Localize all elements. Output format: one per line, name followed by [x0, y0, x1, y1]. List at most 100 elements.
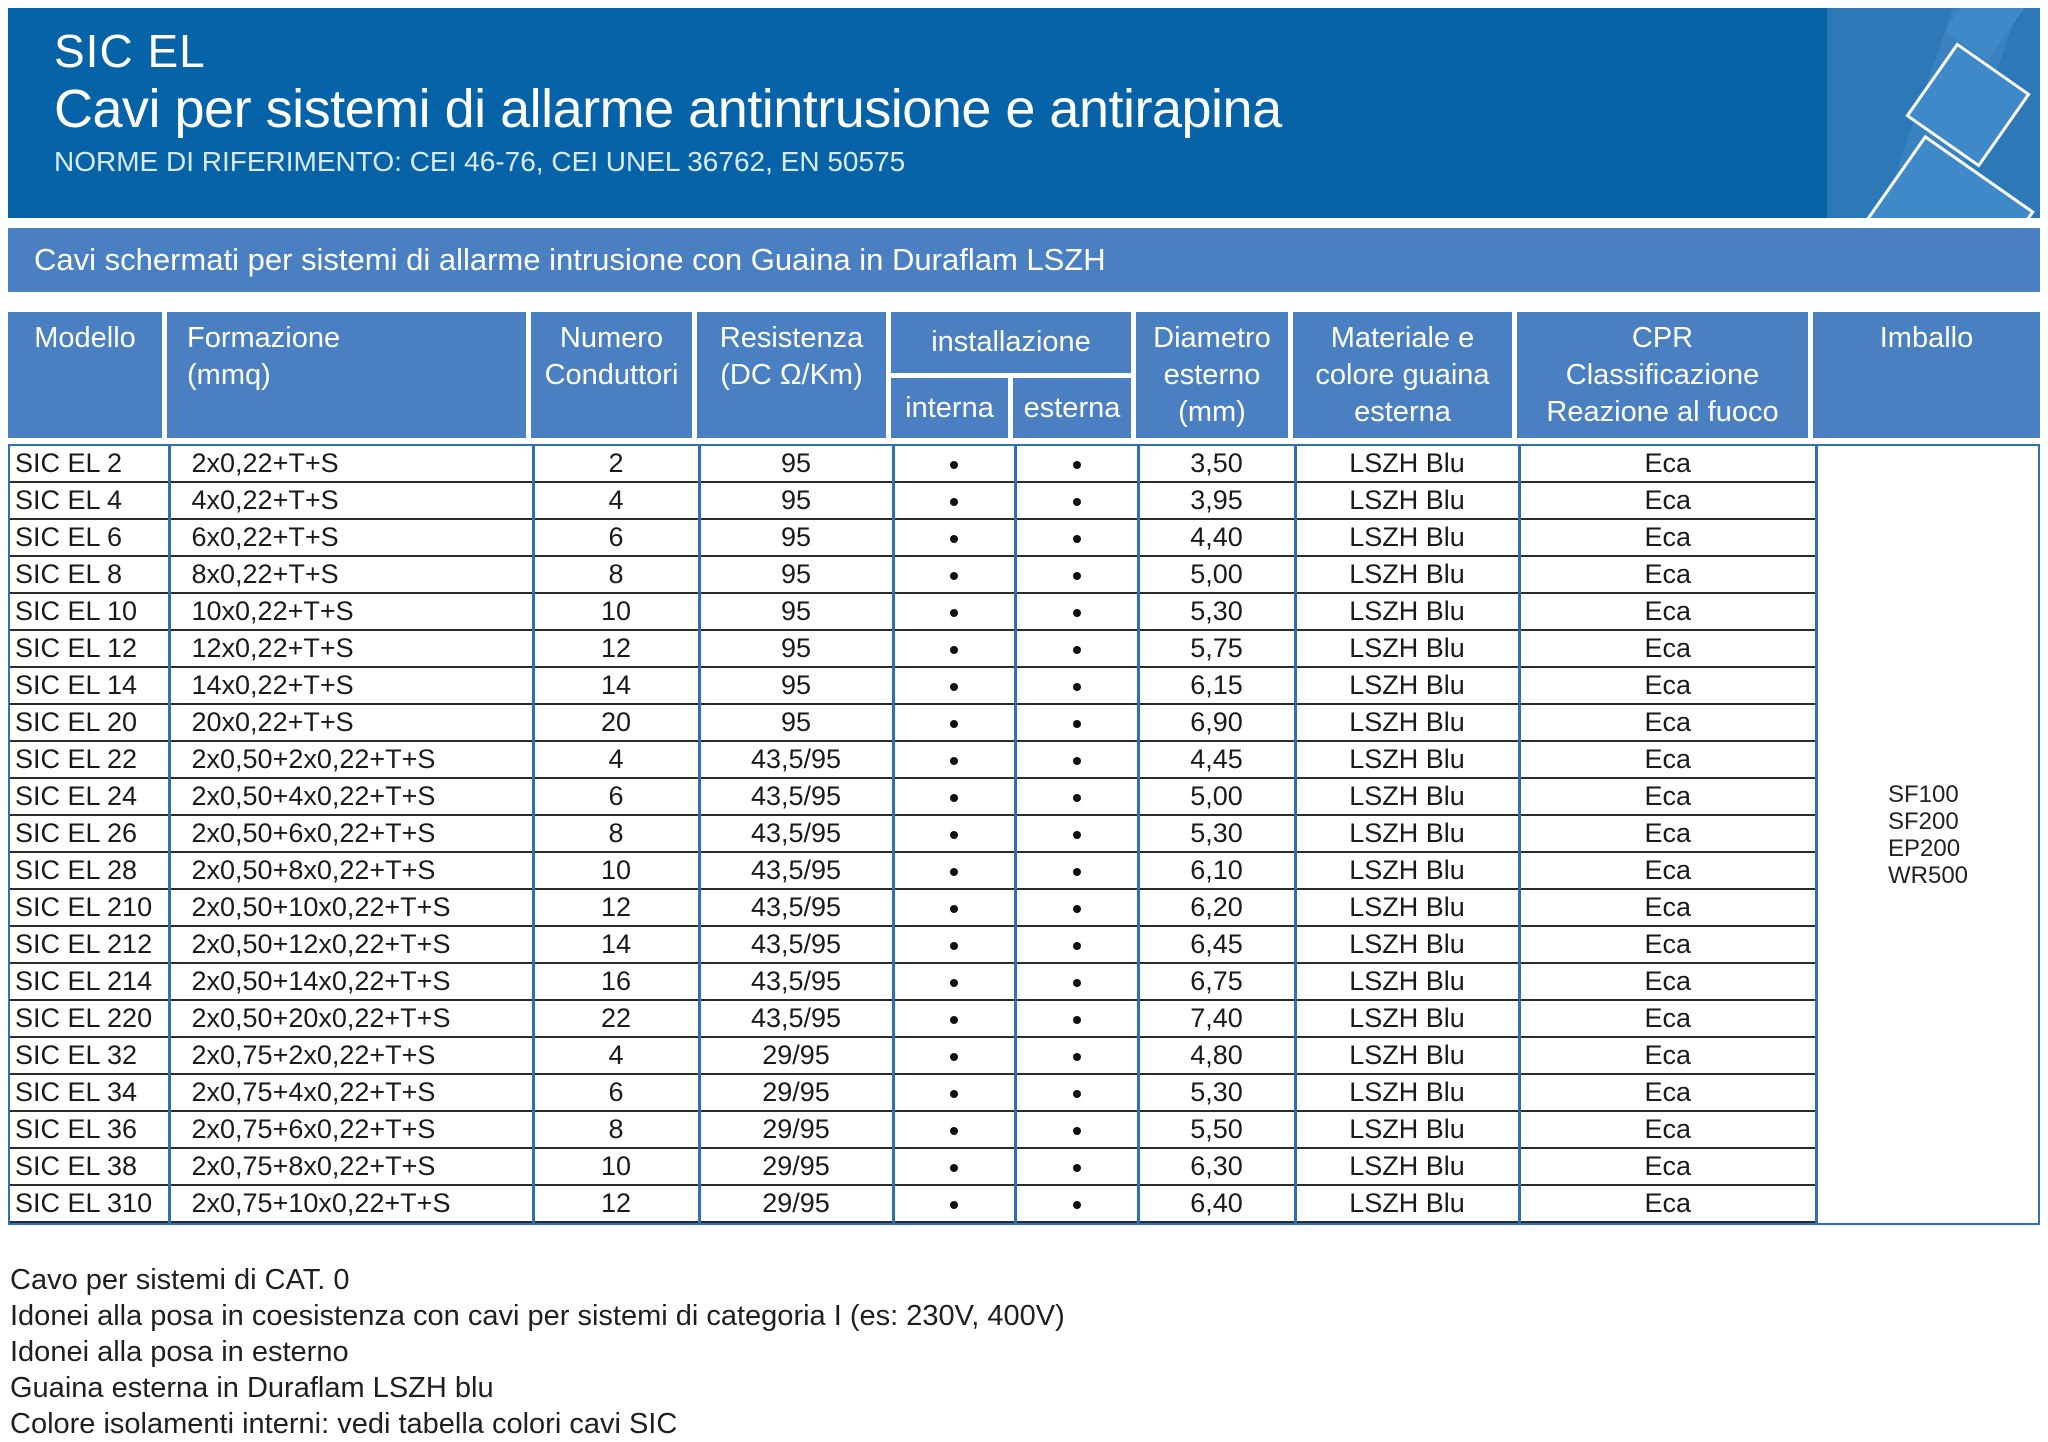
- table-body: SIC EL 2 2x0,22+T+S 2 95 3,50 LSZH Blu E…: [10, 446, 1815, 1223]
- resistenza-cell: 43,5/95: [699, 852, 895, 890]
- cpr-cell: Eca: [1519, 1074, 1815, 1112]
- esterna-dot: [1072, 719, 1081, 728]
- page-header: SIC EL Cavi per sistemi di allarme antin…: [8, 8, 2040, 218]
- resistenza-cell: 29/95: [699, 1074, 895, 1112]
- esterna-dot: [1072, 904, 1081, 913]
- conduttori-cell: 22: [533, 1000, 701, 1038]
- cpr-cell: Eca: [1519, 926, 1815, 964]
- table-row: SIC EL 4 4x0,22+T+S 4 95 3,95 LSZH Blu E…: [10, 482, 1815, 520]
- table-row: SIC EL 20 20x0,22+T+S 20 95 6,90 LSZH Bl…: [10, 704, 1815, 742]
- formazione-cell: 2x0,75+10x0,22+T+S: [169, 1185, 535, 1223]
- table-row: SIC EL 6 6x0,22+T+S 6 95 4,40 LSZH Blu E…: [10, 519, 1815, 557]
- cable-table: SIC EL 2 2x0,22+T+S 2 95 3,50 LSZH Blu E…: [8, 444, 2040, 1225]
- modello-cell: SIC EL 12: [10, 630, 171, 668]
- conduttori-cell: 10: [533, 593, 701, 631]
- esterna-dot: [1072, 1126, 1081, 1135]
- interna-dot: [950, 682, 958, 691]
- table-row: SIC EL 210 2x0,50+10x0,22+T+S 12 43,5/95…: [10, 889, 1815, 927]
- diametro-cell: 6,75: [1138, 963, 1297, 1001]
- esterna-dot: [1072, 497, 1081, 506]
- interna-dot: [950, 1052, 958, 1061]
- interna-cell: [893, 482, 1017, 520]
- guaina-cell: LSZH Blu: [1295, 446, 1521, 483]
- modello-cell: SIC EL 310: [10, 1185, 171, 1223]
- col-header-materiale-guaina: Materiale e colore guaina esterna: [1293, 312, 1517, 438]
- cable-connector-graphic: [1827, 8, 2040, 218]
- diametro-cell: 4,45: [1138, 741, 1297, 779]
- diametro-cell: 6,15: [1138, 667, 1297, 705]
- resistenza-cell: 95: [699, 704, 895, 742]
- conduttori-cell: 12: [533, 630, 701, 668]
- resistenza-cell: 95: [699, 630, 895, 668]
- cpr-cell: Eca: [1519, 1111, 1815, 1149]
- resistenza-cell: 95: [699, 446, 895, 483]
- esterna-cell: [1015, 963, 1140, 1001]
- esterna-dot: [1072, 756, 1081, 765]
- interna-cell: [893, 1074, 1017, 1112]
- imballo-cell: SF100 SF200 EP200 WR500: [1815, 446, 2038, 1223]
- diametro-cell: 3,95: [1138, 482, 1297, 520]
- note-line: Colore isolamenti interni: vedi tabella …: [10, 1408, 678, 1440]
- modello-cell: SIC EL 14: [10, 667, 171, 705]
- section-band: Cavi schermati per sistemi di allarme in…: [8, 228, 2040, 292]
- formazione-cell: 20x0,22+T+S: [169, 704, 535, 742]
- formazione-cell: 2x0,50+2x0,22+T+S: [169, 741, 535, 779]
- formazione-cell: 12x0,22+T+S: [169, 630, 535, 668]
- esterna-cell: [1015, 446, 1140, 483]
- esterna-cell: [1015, 889, 1140, 927]
- table-row: SIC EL 12 12x0,22+T+S 12 95 5,75 LSZH Bl…: [10, 630, 1815, 668]
- modello-cell: SIC EL 8: [10, 556, 171, 594]
- conduttori-cell: 6: [533, 778, 701, 816]
- modello-cell: SIC EL 212: [10, 926, 171, 964]
- interna-dot: [950, 1163, 958, 1172]
- esterna-cell: [1015, 1074, 1140, 1112]
- interna-dot: [950, 460, 958, 469]
- esterna-cell: [1015, 556, 1140, 594]
- esterna-dot: [1072, 460, 1081, 469]
- guaina-cell: LSZH Blu: [1295, 667, 1521, 705]
- formazione-cell: 2x0,50+20x0,22+T+S: [169, 1000, 535, 1038]
- conduttori-cell: 6: [533, 519, 701, 557]
- formazione-cell: 14x0,22+T+S: [169, 667, 535, 705]
- conduttori-cell: 4: [533, 1037, 701, 1075]
- esterna-dot: [1072, 1052, 1081, 1061]
- esterna-cell: [1015, 593, 1140, 631]
- modello-cell: SIC EL 220: [10, 1000, 171, 1038]
- cpr-cell: Eca: [1519, 446, 1815, 483]
- modello-cell: SIC EL 6: [10, 519, 171, 557]
- interna-cell: [893, 1111, 1017, 1149]
- conduttori-cell: 10: [533, 852, 701, 890]
- guaina-cell: LSZH Blu: [1295, 1074, 1521, 1112]
- cpr-cell: Eca: [1519, 593, 1815, 631]
- interna-cell: [893, 1148, 1017, 1186]
- interna-cell: [893, 556, 1017, 594]
- interna-dot: [950, 793, 958, 802]
- interna-dot: [950, 904, 958, 913]
- table-row: SIC EL 10 10x0,22+T+S 10 95 5,30 LSZH Bl…: [10, 593, 1815, 631]
- cpr-cell: Eca: [1519, 889, 1815, 927]
- formazione-cell: 2x0,22+T+S: [169, 446, 535, 483]
- esterna-cell: [1015, 815, 1140, 853]
- cpr-cell: Eca: [1519, 1148, 1815, 1186]
- table-row: SIC EL 310 2x0,75+10x0,22+T+S 12 29/95 6…: [10, 1185, 1815, 1223]
- guaina-cell: LSZH Blu: [1295, 482, 1521, 520]
- cpr-cell: Eca: [1519, 556, 1815, 594]
- modello-cell: SIC EL 214: [10, 963, 171, 1001]
- formazione-cell: 2x0,75+6x0,22+T+S: [169, 1111, 535, 1149]
- cable-segment-bottom: [1841, 134, 2035, 218]
- interna-dot: [950, 1015, 958, 1024]
- formazione-cell: 2x0,50+4x0,22+T+S: [169, 778, 535, 816]
- esterna-dot: [1072, 941, 1081, 950]
- table-row: SIC EL 220 2x0,50+20x0,22+T+S 22 43,5/95…: [10, 1000, 1815, 1038]
- conduttori-cell: 10: [533, 1148, 701, 1186]
- formazione-cell: 2x0,50+14x0,22+T+S: [169, 963, 535, 1001]
- resistenza-cell: 95: [699, 667, 895, 705]
- formazione-cell: 10x0,22+T+S: [169, 593, 535, 631]
- col-header-installazione: installazione: [891, 312, 1136, 378]
- esterna-dot: [1072, 978, 1081, 987]
- guaina-cell: LSZH Blu: [1295, 519, 1521, 557]
- interna-dot: [950, 830, 958, 839]
- cpr-cell: Eca: [1519, 519, 1815, 557]
- cpr-cell: Eca: [1519, 667, 1815, 705]
- resistenza-cell: 43,5/95: [699, 1000, 895, 1038]
